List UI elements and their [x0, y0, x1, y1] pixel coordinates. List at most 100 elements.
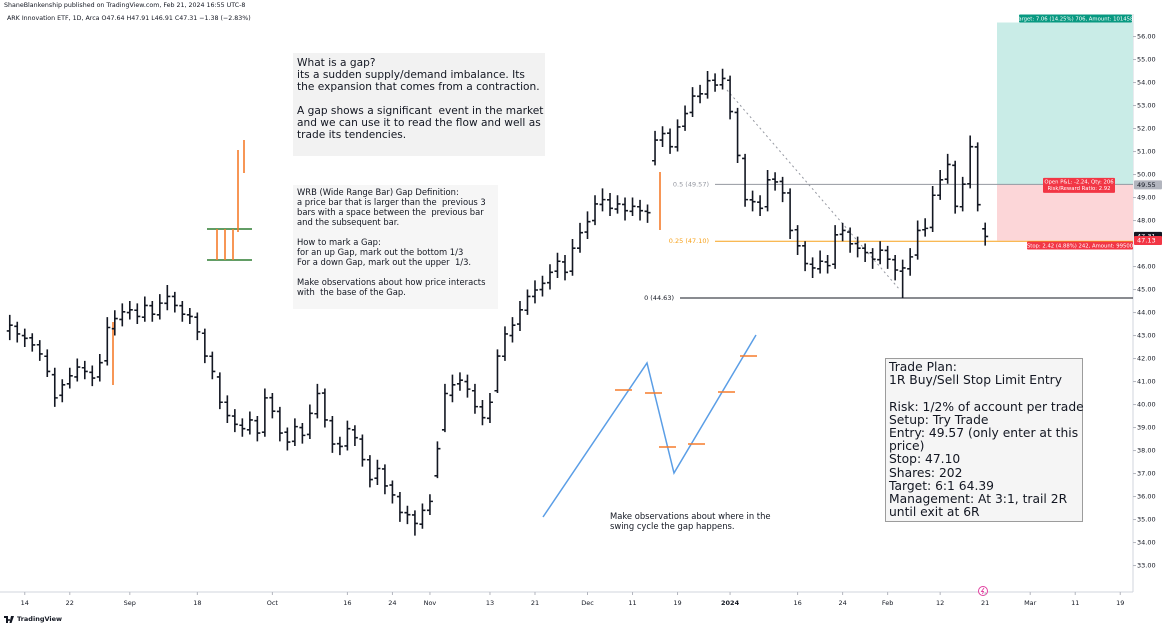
- note-line: Trade Plan:: [889, 360, 957, 374]
- ohlc-bar: [742, 153, 749, 207]
- trade-plan: Trade Plan: 1R Buy/Sell Stop Limit Entry R…: [885, 358, 1084, 522]
- ohlc-bar: [441, 383, 448, 433]
- x-tick-label: Feb: [882, 599, 894, 607]
- note-line: For a down Gap, mark out the upper 1/3.: [297, 257, 472, 267]
- fib-label: 0 (44.63): [644, 294, 674, 302]
- note-line: swing cycle the gap happens.: [610, 521, 735, 531]
- ohlc-bar: [824, 255, 831, 274]
- ohlc-bar: [697, 84, 704, 104]
- ohlc-bar: [291, 418, 298, 446]
- y-tick-label: 55.00: [1137, 56, 1156, 64]
- ohlc-bar: [269, 393, 276, 419]
- ohlc-bar: [381, 464, 388, 495]
- ohlc-bar: [486, 393, 493, 423]
- ohlc-bar: [817, 250, 824, 274]
- ohlc-bar: [419, 503, 426, 529]
- note-line: Setup: Try Trade: [889, 412, 989, 427]
- ohlc-bar: [839, 222, 846, 242]
- x-tick-label: Dec: [581, 599, 594, 607]
- ohlc-bar: [929, 186, 936, 233]
- ohlc-bar: [134, 303, 141, 325]
- ohlc-bar: [209, 351, 216, 380]
- ohlc-bar: [21, 328, 28, 348]
- ohlc-bar: [6, 314, 13, 341]
- pnl-label-bg: [1043, 177, 1115, 193]
- x-tick-label: Nov: [424, 599, 437, 607]
- ohlc-bar: [201, 328, 208, 364]
- x-tick-label: 2024: [721, 599, 740, 607]
- ohlc-bar: [321, 388, 328, 428]
- y-tick-label: 43.00: [1137, 332, 1156, 340]
- ohlc-bar: [396, 491, 403, 522]
- ohlc-bar: [854, 236, 861, 258]
- ohlc-bar: [411, 510, 418, 536]
- ohlc-bar: [186, 307, 193, 325]
- stop-label-bg: [1027, 241, 1133, 250]
- ohlc-bar: [592, 195, 599, 226]
- author-line: ShaneBlankenship published on TradingVie…: [4, 2, 246, 9]
- ohlc-bar: [704, 71, 711, 99]
- fib-label: 0.25 (47.10): [669, 237, 709, 245]
- ohlc-bar: [644, 204, 651, 223]
- fib-label: 0.5 (49.57): [673, 180, 709, 188]
- note-paragraph: Risk: 1/2% of account per trade Setup: Tr…: [889, 400, 1084, 520]
- ohlc-bar: [622, 197, 629, 221]
- note-line: Entry: 49.57 (only enter at this: [889, 426, 1079, 440]
- swing-sketch: [542, 334, 757, 518]
- note-line: Stop: 47.10: [889, 452, 961, 467]
- note-line: and we can use it to read the flow and w…: [297, 117, 541, 129]
- note-line: the expansion that comes from a contract…: [297, 81, 540, 93]
- y-tick-label: 38.00: [1137, 447, 1156, 455]
- note-paragraph: What is a gap? its a sudden supply/demand…: [297, 57, 541, 93]
- ohlc-bar: [577, 222, 584, 253]
- ohlc-bar: [869, 248, 876, 269]
- ohlc-bar: [516, 301, 523, 331]
- alert-bolt[interactable]: [980, 587, 985, 595]
- y-tick-label: 46.00: [1137, 263, 1156, 271]
- ohlc-bar: [847, 227, 854, 253]
- ohlc-bar: [44, 349, 51, 377]
- ohlc-bar: [104, 317, 111, 366]
- tv-logo: [4, 616, 14, 623]
- note-line: for an up Gap, mark out the bottom 1/3: [297, 247, 464, 257]
- ohlc-bar: [374, 459, 381, 486]
- y-tick-label: 39.00: [1137, 424, 1156, 432]
- alert-icon[interactable]: [978, 586, 988, 596]
- ohlc-bar: [546, 264, 553, 290]
- ohlc-bar: [629, 197, 636, 216]
- ohlc-bar: [89, 365, 96, 387]
- ohlc-bar: [922, 218, 929, 237]
- ohlc-bar: [171, 291, 178, 313]
- ohlc-bar: [637, 199, 644, 221]
- ohlc-bar: [659, 126, 666, 147]
- ohlc-bar: [111, 310, 118, 336]
- ohlc-bar: [652, 130, 659, 166]
- ohlc-bar: [14, 321, 21, 343]
- ohlc-bar: [336, 436, 343, 456]
- note-line: WRB (Wide Range Bar) Gap Definition:: [297, 187, 459, 197]
- ohlc-bar: [689, 87, 696, 118]
- wrb-note: WRB (Wide Range Bar) Gap Definition: a pr…: [293, 185, 498, 309]
- x-tick-label: Sep: [124, 599, 136, 607]
- ohlc-bar: [667, 128, 674, 154]
- x-tick-label: 21: [981, 599, 989, 607]
- ohlc-bar: [501, 326, 508, 361]
- note-line: until exit at 6R: [889, 505, 980, 520]
- pnl-label: Open P&L: -2.24, Qty: 206: [1044, 179, 1114, 185]
- ohlc-bar: [772, 172, 779, 191]
- ohlc-bar: [734, 107, 741, 164]
- ohlc-bar: [81, 360, 88, 380]
- ohlc-bar: [276, 406, 283, 442]
- rr-label: Risk/Reward Ratio: 2.92: [1047, 186, 1110, 192]
- ohlc-bar: [561, 255, 568, 281]
- ohlc-bar: [607, 192, 614, 216]
- alert-circle[interactable]: [978, 586, 988, 596]
- ohlc-bar: [899, 259, 906, 299]
- footer-brand: TradingView: [17, 615, 63, 623]
- x-tick-label: 19: [673, 599, 681, 607]
- ohlc-bar: [952, 160, 959, 214]
- note-line: with the base of the Gap.: [297, 287, 406, 297]
- swing-note: Make observations about where in the swin…: [608, 510, 792, 532]
- y-tick-label: 42.00: [1137, 355, 1156, 363]
